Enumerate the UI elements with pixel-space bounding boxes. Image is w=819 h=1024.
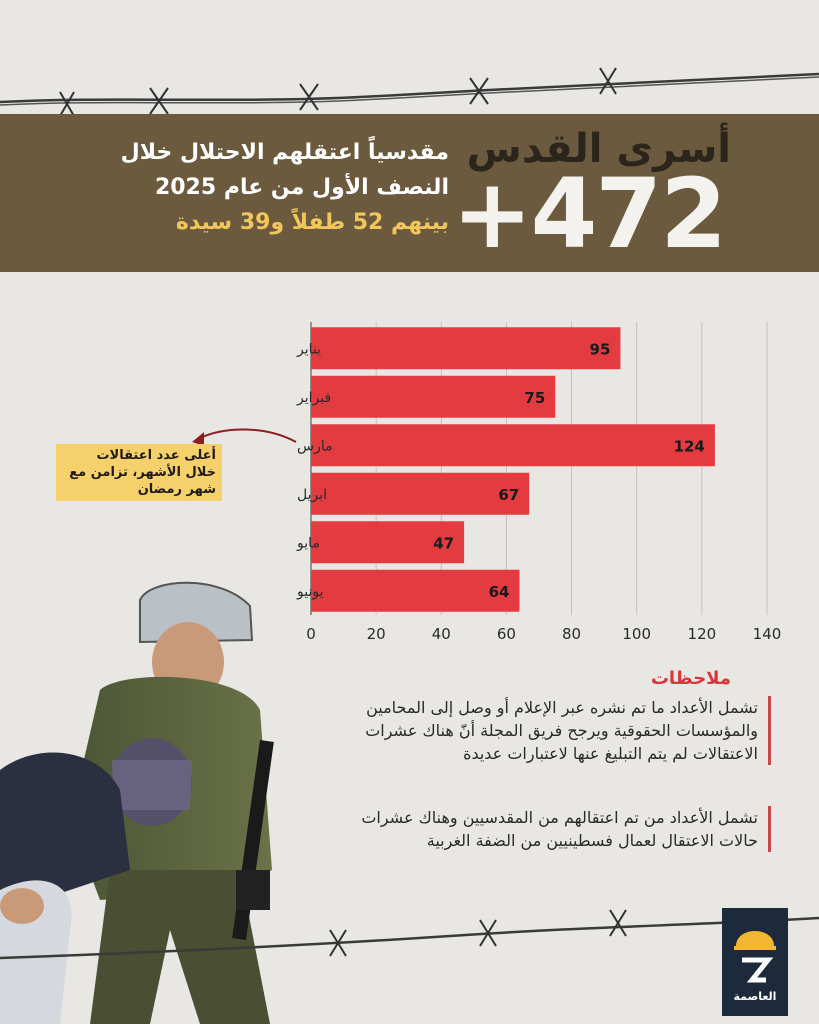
- x-tick-label: 120: [688, 625, 717, 643]
- category-label: يونيو: [296, 584, 324, 600]
- bar-value-label: 75: [524, 389, 545, 407]
- bar-chart: 95 يناير 75 فبراير 124 مارس 67 ابريل 47 مايو 64 يون…: [296, 322, 782, 643]
- x-tick-label: 60: [497, 625, 516, 643]
- subtitle-line-1: مقدسياً اعتقلهم الاحتلال خلال: [120, 140, 449, 165]
- note-item: تشمل الأعداد ما تم نشره عبر الإعلام أو و…: [321, 696, 771, 765]
- bar-value-label: 47: [433, 534, 454, 552]
- header-band: [0, 114, 819, 272]
- bar: [311, 569, 520, 612]
- category-label: يناير: [296, 341, 321, 357]
- barbed-wire-bottom: [0, 909, 819, 960]
- bar: [311, 521, 465, 564]
- category-label: فبراير: [296, 390, 331, 406]
- bar-value-label: 64: [489, 583, 510, 601]
- page-title: أسرى القدس: [466, 126, 731, 172]
- notes-title: ملاحظات: [650, 668, 731, 689]
- subtitle-line-2: النصف الأول من عام 2025: [154, 175, 449, 200]
- x-tick-label: 140: [753, 625, 782, 643]
- note-item: تشمل الأعداد من تم اعتقالهم من المقدسيين…: [321, 806, 771, 852]
- bar-value-label: 124: [674, 437, 705, 455]
- x-tick-label: 20: [367, 625, 386, 643]
- bar: [311, 375, 556, 418]
- x-tick-label: 0: [306, 625, 316, 643]
- peak-callout: أعلى عدد اعتقالات خلال الأشهر، تزامن مع …: [56, 444, 222, 501]
- callout-arrow: [192, 428, 297, 446]
- total-count: +472: [452, 158, 727, 270]
- brand-logo: [722, 908, 788, 1016]
- category-label: مارس: [297, 438, 333, 454]
- x-tick-label: 100: [622, 625, 651, 643]
- bar-value-label: 95: [590, 340, 611, 358]
- barbed-wire-top: [0, 67, 819, 117]
- arrest-photo: [0, 581, 274, 1024]
- dome-logo-icon: [734, 931, 776, 983]
- subtitle-line-3: بينهم 52 طفلاً و39 سيدة: [175, 210, 449, 235]
- category-label: مايو: [296, 535, 320, 551]
- bar: [311, 472, 530, 515]
- category-label: ابريل: [297, 487, 327, 503]
- bar-value-label: 67: [498, 486, 519, 504]
- logo-label: العاصمة: [733, 990, 777, 1003]
- bar: [311, 327, 621, 370]
- bar: [311, 424, 715, 467]
- x-tick-label: 80: [562, 625, 581, 643]
- x-tick-label: 40: [432, 625, 451, 643]
